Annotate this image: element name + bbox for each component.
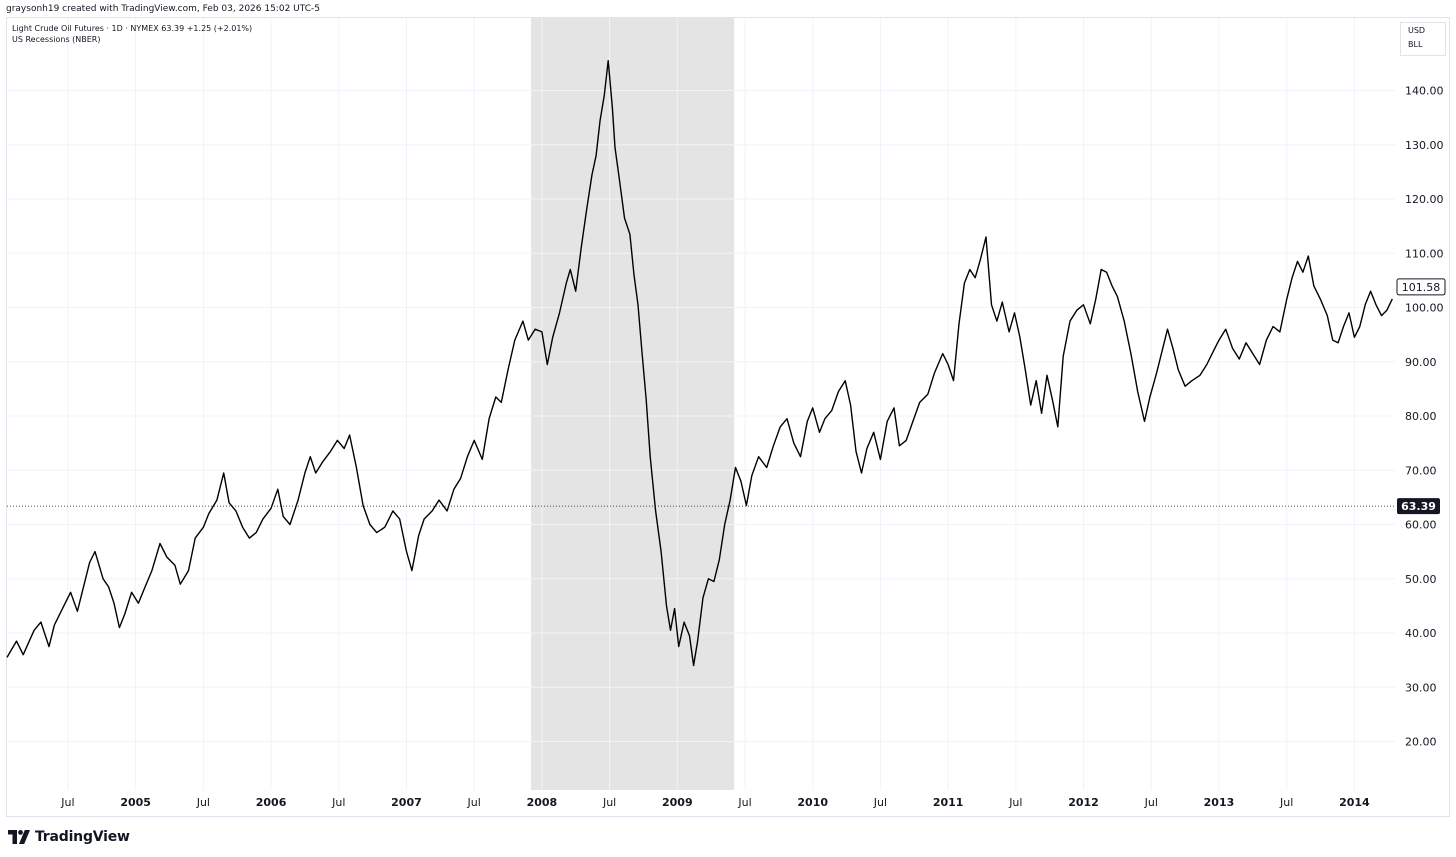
chart-attribution: graysonh19 created with TradingView.com,… [6, 4, 320, 14]
x-tick-label: 2011 [933, 796, 964, 809]
chart-pane[interactable] [6, 17, 1450, 817]
x-tick-label: Jul [1279, 796, 1293, 809]
last-price-badge [1396, 278, 1446, 296]
legend-recession-line[interactable]: US Recessions (NBER) [12, 35, 101, 44]
tradingview-logo-icon [8, 830, 30, 844]
x-tick-label: Jul [331, 796, 345, 809]
current-price-badge [1397, 498, 1440, 515]
brand-logo[interactable]: TradingView [8, 828, 130, 846]
y-tick-label: 110.00 [1405, 247, 1444, 260]
price-series-line[interactable] [6, 60, 1393, 667]
x-tick-label: Jul [196, 796, 210, 809]
x-tick-label: 2014 [1339, 796, 1370, 809]
y-tick-label: 90.00 [1405, 356, 1437, 369]
x-tick-label: 2007 [391, 796, 422, 809]
unit-label: BLL [1408, 40, 1423, 49]
brand-name: TradingView [35, 829, 130, 845]
last-price-label: 101.58 [1402, 281, 1441, 294]
y-tick-label: 70.00 [1405, 464, 1437, 477]
y-tick-label: 40.00 [1405, 627, 1437, 640]
x-tick-label: Jul [737, 796, 751, 809]
x-tick-label: Jul [873, 796, 887, 809]
x-tick-label: Jul [602, 796, 616, 809]
x-tick-label: 2013 [1204, 796, 1235, 809]
x-tick-label: Jul [1144, 796, 1158, 809]
y-tick-label: 80.00 [1405, 410, 1437, 423]
y-tick-label: 120.00 [1405, 193, 1444, 206]
y-tick-label: 100.00 [1405, 302, 1444, 315]
legend-symbol-line[interactable]: Light Crude Oil Futures · 1D · NYMEX 63.… [12, 24, 253, 33]
y-tick-label: 30.00 [1405, 681, 1437, 694]
recession-shading [531, 18, 735, 790]
y-tick-label: 130.00 [1405, 139, 1444, 152]
x-tick-label: 2005 [120, 796, 151, 809]
x-tick-label: Jul [1008, 796, 1022, 809]
x-tick-label: 2008 [527, 796, 558, 809]
y-tick-label: 140.00 [1405, 85, 1444, 98]
x-tick-label: 2006 [256, 796, 287, 809]
chart-legend: Light Crude Oil Futures · 1D · NYMEX 63.… [12, 23, 252, 45]
x-tick-label: 2012 [1068, 796, 1099, 809]
current-price-label: 63.39 [1401, 500, 1436, 513]
x-tick-label: Jul [467, 796, 481, 809]
currency-label: USD [1408, 26, 1426, 35]
x-tick-label: 2009 [662, 796, 693, 809]
x-tick-label: Jul [60, 796, 74, 809]
y-tick-label: 60.00 [1405, 519, 1437, 532]
y-tick-label: 50.00 [1405, 573, 1437, 586]
x-tick-label: 2010 [797, 796, 828, 809]
y-tick-label: 20.00 [1405, 736, 1437, 749]
price-units-box[interactable]: USD BLL [1400, 22, 1446, 56]
